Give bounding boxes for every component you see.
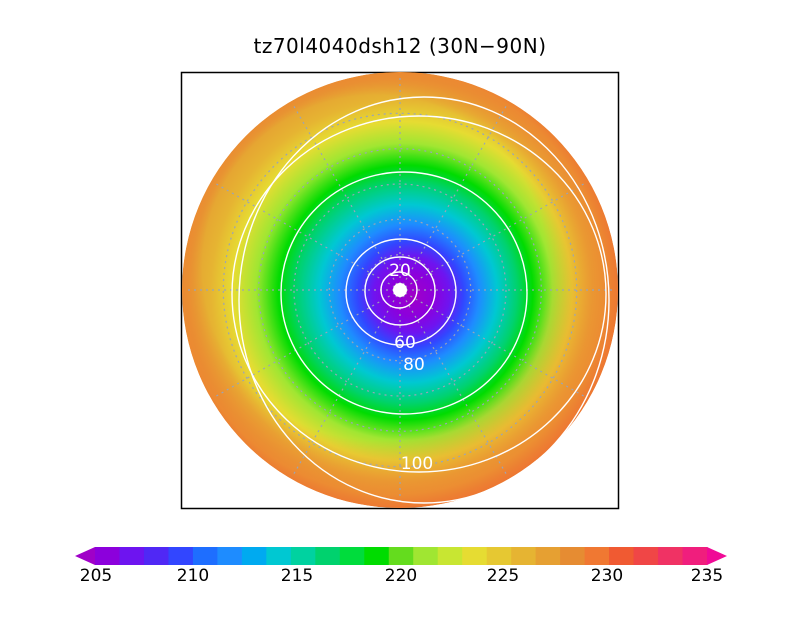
colorbar-cell bbox=[315, 547, 341, 565]
colorbar-cap-high bbox=[707, 547, 727, 565]
colorbar-cells bbox=[75, 547, 727, 565]
pole-marker bbox=[393, 283, 407, 297]
graticule-parallel bbox=[328, 218, 472, 362]
colorbar-tick-label: 230 bbox=[590, 566, 624, 586]
contour-line-100 bbox=[231, 115, 607, 473]
contour-label-100: 100 bbox=[401, 454, 433, 474]
colorbar-cell bbox=[339, 547, 365, 565]
colorbar-cell bbox=[535, 547, 561, 565]
colorbar-tick-label: 220 bbox=[384, 566, 418, 586]
colorbar-cell bbox=[119, 547, 145, 565]
colorbar-cell bbox=[168, 547, 194, 565]
colorbar-cell bbox=[290, 547, 316, 565]
colorbar-cell bbox=[609, 547, 635, 565]
colorbar-tick-label: 225 bbox=[486, 566, 520, 586]
contour-label-80: 80 bbox=[403, 355, 425, 375]
contour-label-60: 60 bbox=[394, 333, 416, 353]
contour-line-60 bbox=[345, 238, 457, 346]
colorbar-cell bbox=[143, 547, 170, 565]
colorbar-cell bbox=[560, 547, 586, 565]
colorbar-tick-label: 210 bbox=[176, 566, 210, 586]
colorbar-cell bbox=[437, 547, 463, 565]
colorbar-cell bbox=[95, 547, 121, 565]
colorbar-cell bbox=[192, 547, 218, 565]
colorbar-cell bbox=[633, 547, 659, 565]
contour-line-80 bbox=[280, 171, 528, 415]
colorbar-cell bbox=[241, 547, 267, 565]
colorbar-cell bbox=[511, 547, 537, 565]
contour-line-20 bbox=[380, 271, 418, 309]
contour-line-120 bbox=[238, 96, 610, 504]
colorbar-cell bbox=[682, 547, 708, 565]
colorbar-cell bbox=[266, 547, 292, 565]
contour-lines bbox=[231, 96, 610, 504]
colorbar-cell bbox=[658, 547, 684, 565]
colorbar-tick-label: 235 bbox=[690, 566, 724, 586]
contour-label-20: 20 bbox=[389, 261, 411, 281]
colorbar-cell bbox=[413, 547, 439, 565]
graticule-parallel bbox=[222, 112, 578, 468]
colorbar-cell bbox=[388, 547, 414, 565]
contour-line-40 bbox=[364, 256, 436, 326]
colorbar-tick-label: 215 bbox=[280, 566, 314, 586]
colorbar-cap-low bbox=[75, 547, 95, 565]
colorbar-cell bbox=[364, 547, 390, 565]
plot-title: tz70l4040dsh12 (30N−90N) bbox=[253, 34, 547, 58]
colorbar-cell bbox=[486, 547, 512, 565]
colorbar-cell bbox=[217, 547, 243, 565]
graticule-parallel bbox=[293, 183, 507, 397]
colorbar-tick-label: 205 bbox=[79, 566, 113, 586]
colorbar-cell bbox=[584, 547, 610, 565]
graticule-parallel bbox=[258, 148, 542, 432]
colorbar-cell bbox=[462, 547, 488, 565]
